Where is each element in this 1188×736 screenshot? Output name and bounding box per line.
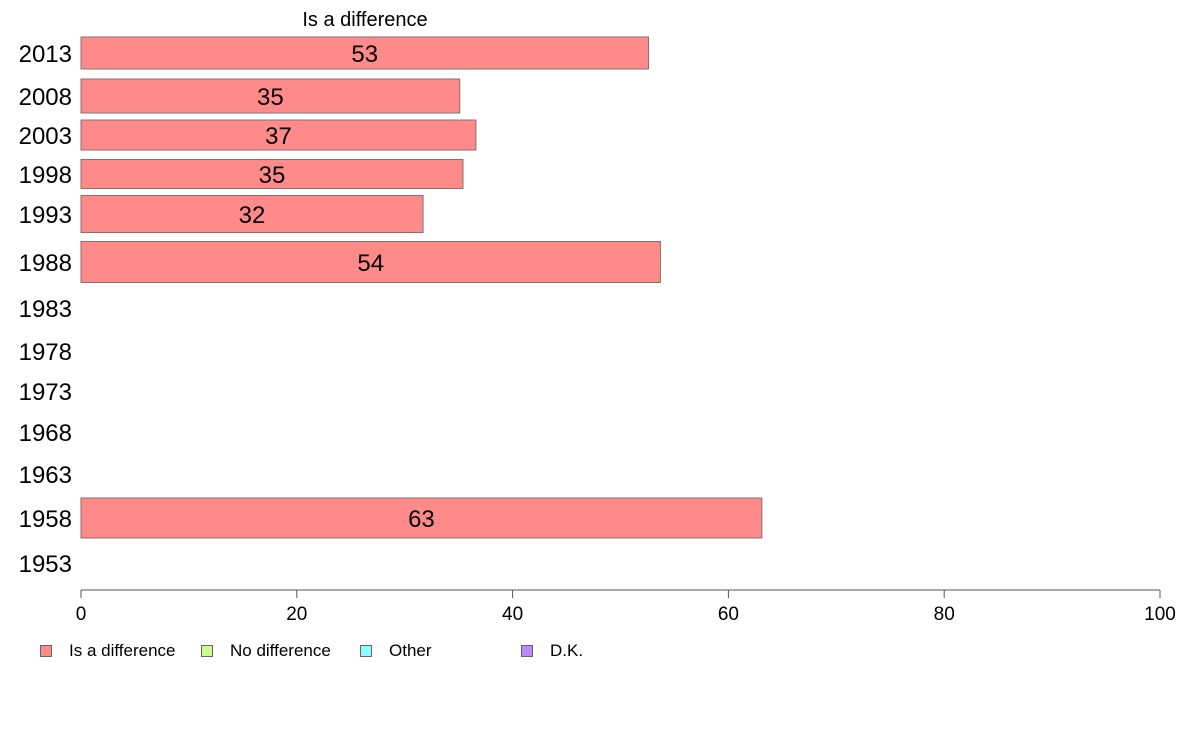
- bar: [80, 78, 461, 114]
- x-axis: 0 20 40 60 80 100: [76, 589, 1176, 625]
- data-label: 35: [257, 84, 284, 111]
- legend-label: D.K.: [550, 641, 584, 660]
- x-tick-label: 100: [1144, 604, 1176, 625]
- data-label: 53: [351, 41, 378, 68]
- y-tick-label: 1963: [19, 462, 72, 489]
- legend-item-other: Other: [360, 641, 432, 661]
- x-tick-label: 80: [934, 604, 955, 625]
- y-tick-label: 1983: [19, 296, 72, 323]
- legend-item-is-a-difference: Is a difference: [40, 641, 175, 661]
- y-tick-label: 1988: [19, 250, 72, 277]
- data-label: 35: [259, 162, 286, 189]
- x-tick-label: 60: [718, 604, 739, 625]
- legend-item-no-difference: No difference: [201, 641, 331, 661]
- legend-swatch: [40, 645, 52, 657]
- chart-title: Is a difference: [302, 9, 427, 31]
- legend-item-dk: D.K.: [521, 641, 583, 661]
- legend-label: No difference: [230, 641, 331, 660]
- x-tick-label: 0: [76, 604, 87, 625]
- y-tick-label: 1953: [19, 551, 72, 578]
- bars: 53 35 37 35 32 54 63: [80, 36, 763, 539]
- data-label: 63: [408, 506, 435, 533]
- y-tick-label: 1958: [19, 506, 72, 533]
- y-axis-labels: 2013 2008 2003 1998 1993 1988 1983 1978 1973 1968…: [19, 41, 72, 578]
- legend-swatch: [521, 645, 533, 657]
- legend-label: Is a difference: [69, 641, 176, 660]
- bar: [80, 241, 661, 283]
- bar: [80, 36, 650, 70]
- data-label: 37: [265, 123, 292, 150]
- legend-swatch: [201, 645, 213, 657]
- y-tick-label: 2003: [19, 123, 72, 150]
- legend-swatch: [360, 645, 372, 657]
- bar: [80, 195, 424, 233]
- bar: [80, 159, 464, 189]
- y-tick-label: 1978: [19, 339, 72, 366]
- y-tick-label: 1998: [19, 162, 72, 189]
- x-tick-label: 20: [286, 604, 307, 625]
- y-tick-label: 1968: [19, 420, 72, 447]
- data-label: 32: [239, 202, 266, 229]
- bar: [80, 119, 477, 151]
- y-tick-label: 1973: [19, 379, 72, 406]
- data-label: 54: [357, 250, 384, 277]
- legend-label: Other: [389, 641, 432, 660]
- x-tick-label: 40: [502, 604, 523, 625]
- y-tick-label: 1993: [19, 202, 72, 229]
- bar: [80, 497, 763, 539]
- y-tick-label: 2013: [19, 41, 72, 68]
- y-tick-label: 2008: [19, 84, 72, 111]
